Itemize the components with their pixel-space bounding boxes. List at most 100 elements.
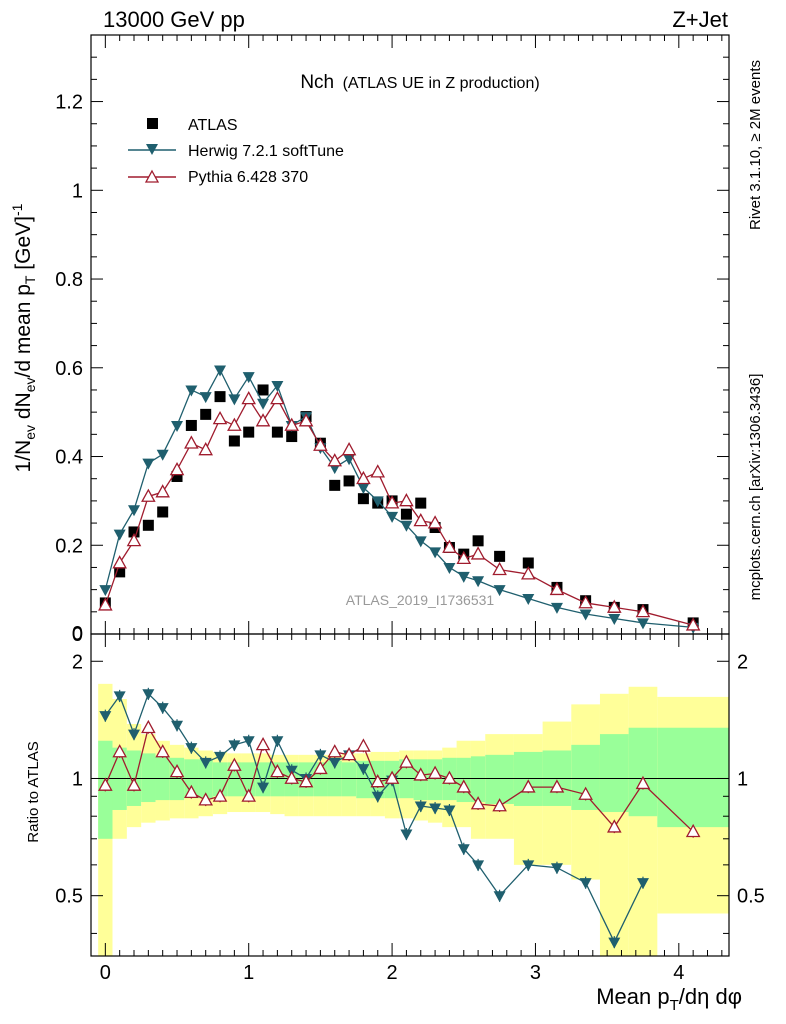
point-herwig — [414, 536, 427, 548]
point-herwig — [271, 381, 284, 393]
point-pythia — [298, 413, 314, 427]
point-pythia — [370, 464, 386, 478]
legend: ATLAS Herwig 7.2.1 softTune Pythia 6.428… — [128, 117, 344, 186]
ratio-point-pythia — [492, 798, 507, 812]
point-herwig — [472, 576, 485, 588]
y-tick-label-ratio-right: 1 — [737, 768, 748, 790]
point-pythia — [198, 442, 213, 456]
point-atlas — [400, 508, 412, 520]
ratio-point-pythia — [255, 737, 271, 751]
band-inner-bin — [485, 754, 514, 804]
ratio-point-herwig — [242, 736, 255, 748]
point-pythia — [384, 495, 400, 509]
ratio-point-herwig — [429, 803, 442, 815]
point-herwig — [142, 458, 155, 470]
ratio-point-herwig — [199, 757, 212, 769]
point-atlas — [185, 419, 197, 431]
band-inner-bin — [427, 759, 443, 801]
point-herwig — [257, 398, 270, 410]
point-atlas — [286, 431, 298, 443]
point-herwig — [242, 372, 255, 384]
ratio-point-herwig — [357, 764, 370, 776]
point-pythia — [255, 413, 271, 427]
series-line-herwig — [104, 368, 694, 628]
band-inner-bin — [470, 756, 486, 803]
y-tick-label-main: 0.6 — [55, 358, 83, 380]
ratio-ticks: 0.5 0.5 1 1 2 2 0 1 2 3 4 0 — [55, 623, 765, 984]
point-pythia — [241, 390, 257, 405]
point-herwig — [99, 585, 112, 597]
y-tick-label-ratio-right: 2 — [737, 651, 748, 673]
side-label-mcplots: mcplots.cern.ch [arXiv:1306.3436] — [747, 374, 764, 601]
side-label-rivet: Rivet 3.1.10, ≥ 2M events — [747, 60, 764, 230]
point-pythia — [356, 470, 371, 485]
point-herwig — [579, 609, 592, 621]
point-atlas — [200, 408, 212, 420]
point-pythia — [341, 442, 357, 456]
ratio-point-herwig — [113, 691, 126, 703]
ratio-point-herwig — [314, 750, 327, 762]
y-tick-label-ratio: 2 — [72, 651, 83, 673]
ratio-point-pythia — [520, 779, 536, 793]
main-panel: 0 0.2 0.4 0.6 0.8 1 1.2 Nch (ATLAS UE in Z pro… — [9, 34, 730, 646]
x-tick-label: 4 — [673, 962, 684, 984]
ratio-point-pythia — [399, 754, 414, 768]
point-pythia — [492, 561, 507, 576]
ratio-point-pythia — [241, 788, 257, 802]
band-outer-bin — [628, 686, 658, 956]
point-pythia — [313, 437, 328, 451]
point-herwig — [128, 505, 141, 517]
main-title: Nch (ATLAS UE in Z production) — [300, 72, 539, 93]
band-inner-bin — [255, 762, 271, 797]
point-pythia — [456, 550, 472, 565]
point-pythia — [155, 484, 170, 498]
point-herwig — [550, 602, 563, 614]
point-herwig — [185, 385, 198, 397]
main-title-sub: (ATLAS UE in Z production) — [343, 75, 540, 92]
point-atlas — [114, 566, 126, 578]
band-inner-bin — [657, 727, 729, 828]
band-inner-bin — [341, 762, 357, 797]
ratio-point-pythia — [413, 767, 429, 781]
ratio-point-pythia — [384, 770, 400, 784]
ratio-ylabel: Ratio to ATLAS — [25, 741, 42, 842]
point-herwig — [522, 594, 535, 606]
point-atlas — [171, 470, 183, 482]
ratio-point-herwig — [608, 937, 621, 949]
point-pythia — [112, 555, 127, 569]
band-inner-bin — [356, 760, 371, 799]
ratio-frame — [90, 633, 730, 957]
point-pythia — [470, 546, 486, 560]
ratio-point-pythia — [427, 765, 443, 779]
legend-label-atlas: ATLAS — [188, 117, 238, 134]
point-herwig — [443, 562, 456, 574]
legend-label-pythia: Pythia 6.428 370 — [188, 169, 308, 186]
ratio-point-pythia — [341, 746, 357, 761]
point-pythia — [413, 513, 429, 527]
point-atlas — [343, 475, 355, 487]
point-pythia — [284, 417, 300, 431]
ratio-series — [98, 687, 701, 949]
y-tick-label-main: 1 — [72, 180, 83, 202]
ratio-point-herwig — [156, 703, 169, 715]
y-tick-label-main-zero: 0 — [72, 623, 83, 645]
ratio-point-herwig — [228, 740, 241, 752]
point-atlas — [142, 519, 154, 531]
x-tick-label: 3 — [530, 962, 541, 984]
header-left: 13000 GeV pp — [103, 7, 245, 32]
point-pythia — [227, 417, 242, 431]
watermark: ATLAS_2019_I1736531 — [346, 592, 495, 608]
ratio-point-herwig — [257, 782, 270, 794]
y-tick-label-main: 0.8 — [55, 269, 83, 291]
point-herwig — [357, 483, 370, 495]
point-pythia — [399, 493, 414, 507]
ratio-point-herwig — [550, 863, 563, 875]
point-atlas — [522, 557, 534, 569]
ratio-point-herwig — [522, 860, 535, 872]
y-tick-label-ratio-right: 0.5 — [737, 886, 765, 908]
point-pythia — [98, 597, 113, 611]
point-herwig — [214, 365, 227, 377]
legend-marker-pythia — [144, 169, 160, 183]
point-pythia — [635, 603, 651, 618]
